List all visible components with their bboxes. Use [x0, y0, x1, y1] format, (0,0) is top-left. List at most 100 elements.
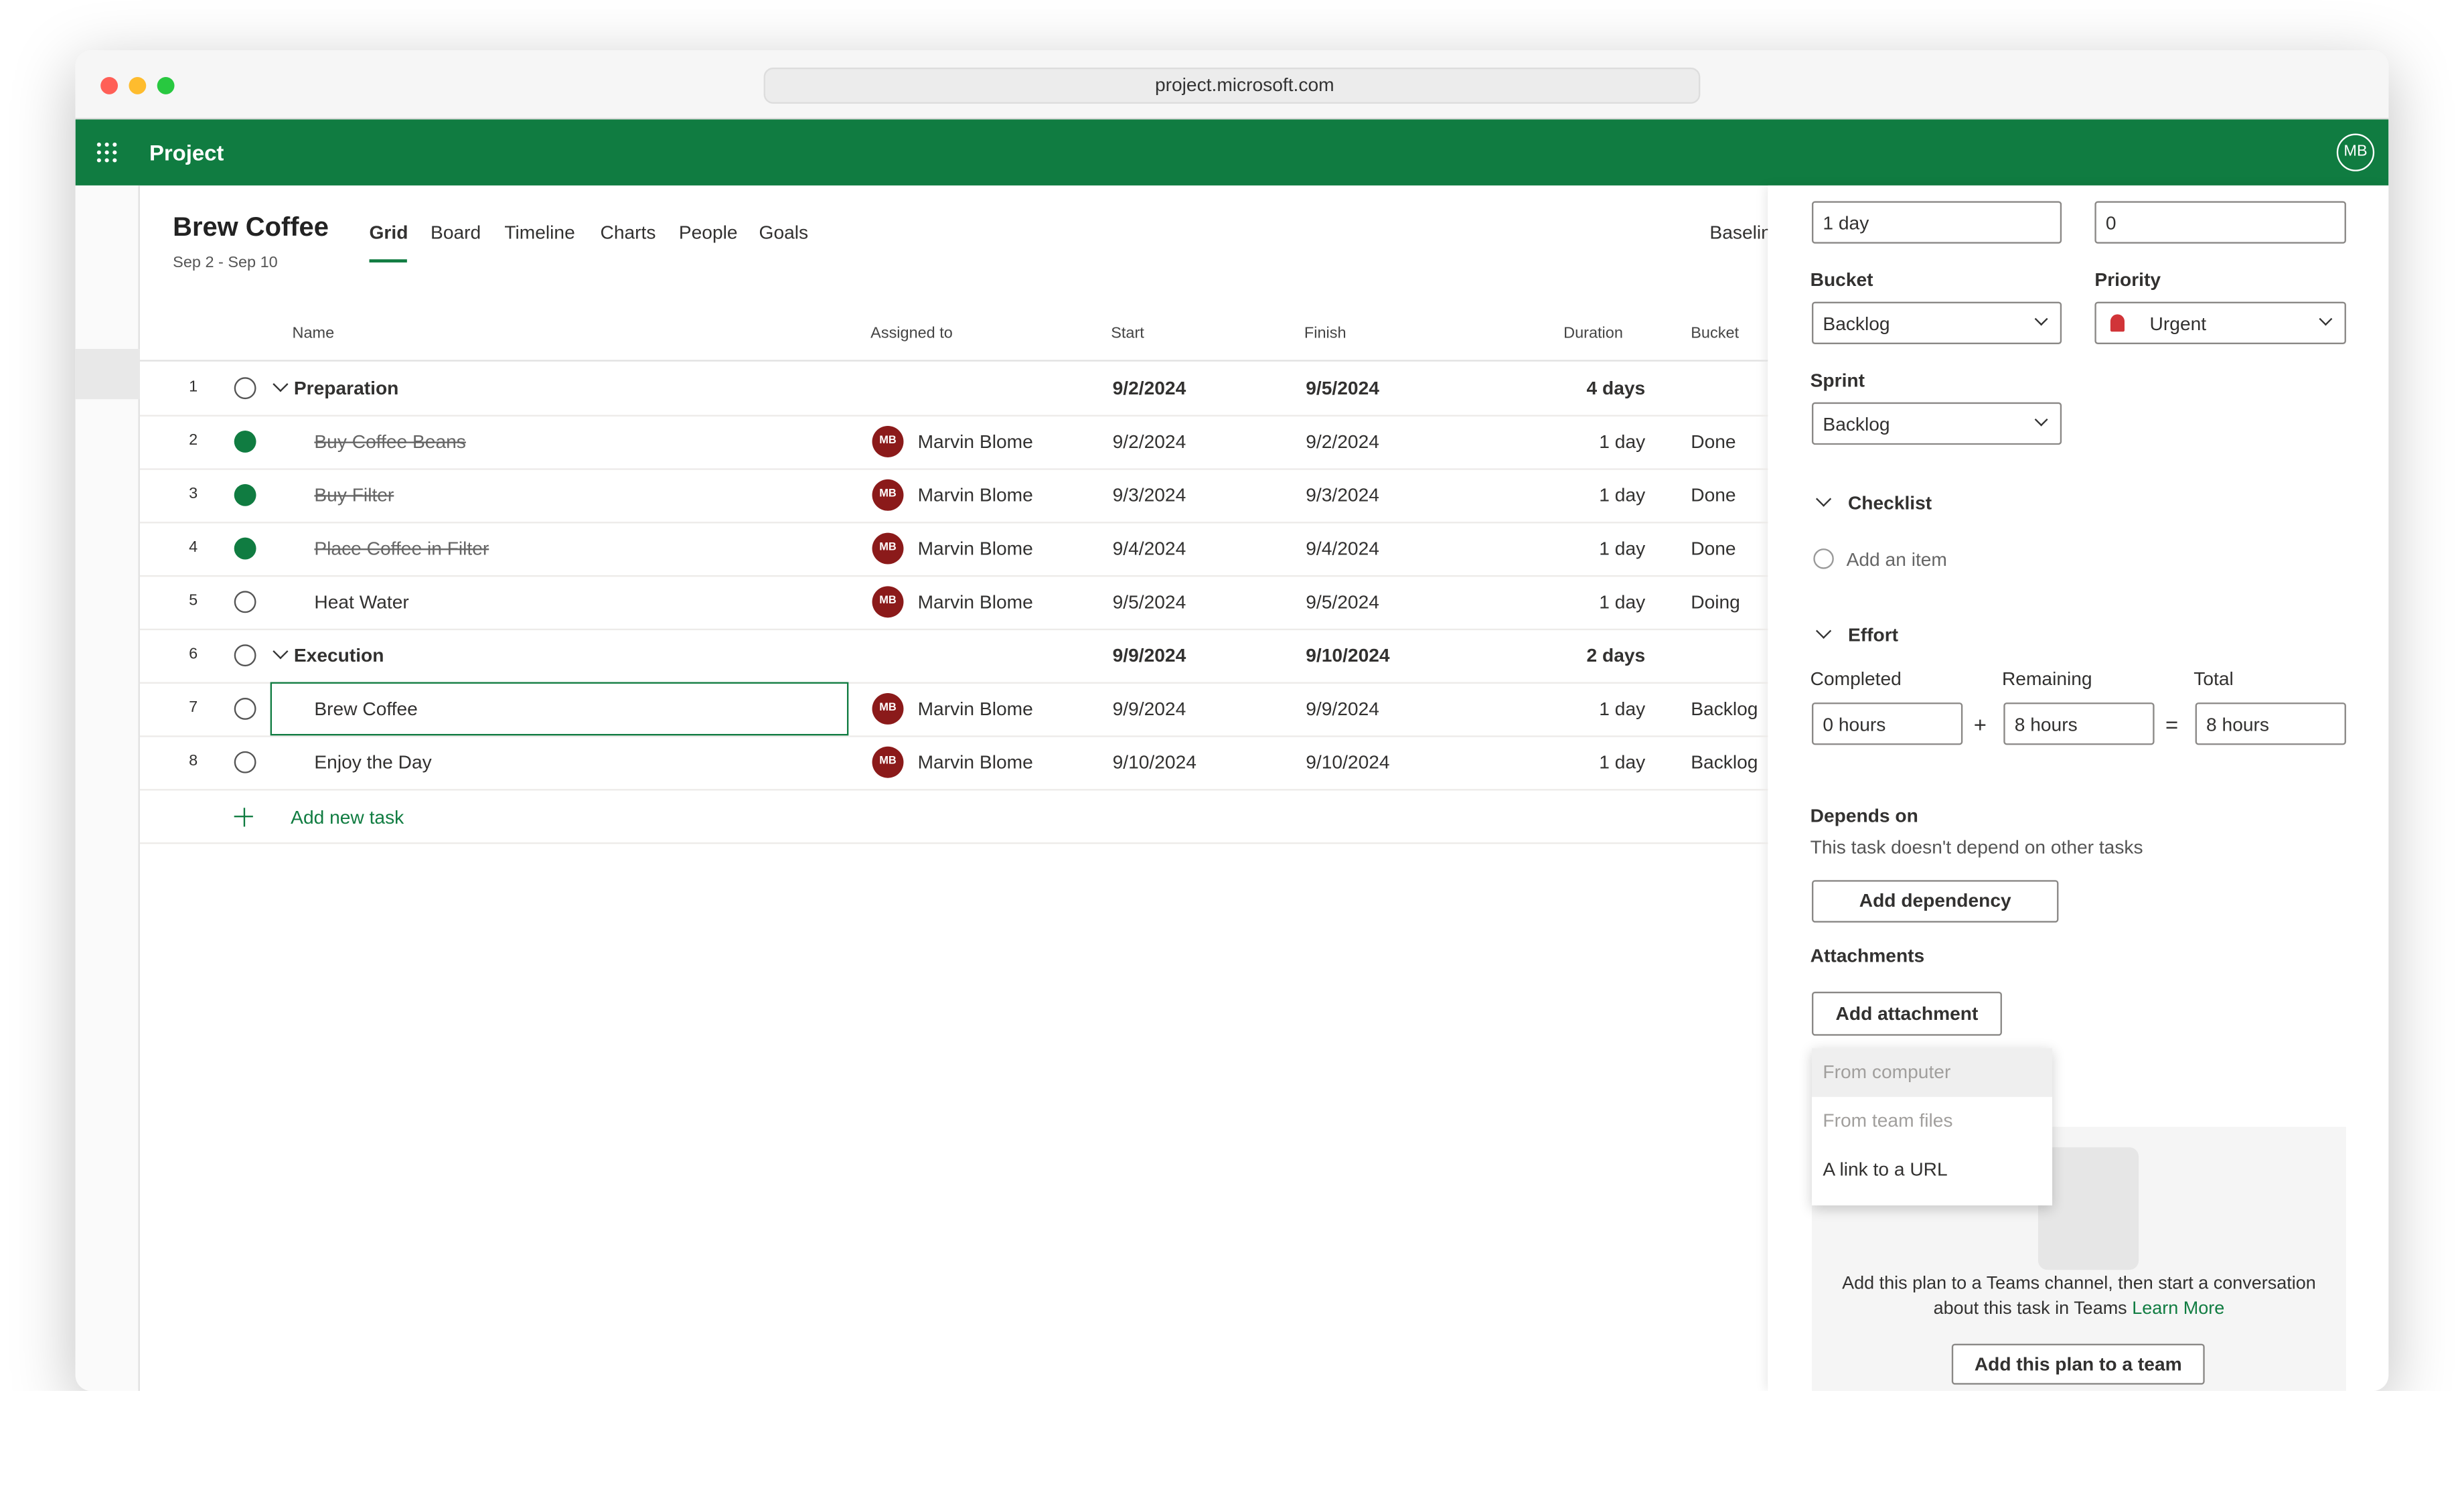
task-name[interactable]: Preparation	[293, 377, 399, 400]
learn-more-link[interactable]: Learn More	[2132, 1299, 2225, 1319]
field-label: Sprint	[1810, 369, 1865, 392]
finish-date: 9/9/2024	[1306, 698, 1379, 720]
task-name[interactable]: Enjoy the Day	[314, 751, 432, 773]
rail-active[interactable]	[75, 349, 140, 400]
plan-title: Brew Coffee	[173, 212, 329, 242]
input-value: 0	[2105, 211, 2116, 234]
complete-toggle[interactable]	[234, 431, 256, 453]
start-date: 9/2/2024	[1112, 377, 1186, 400]
task-name[interactable]: Place Coffee in Filter	[314, 537, 489, 560]
row-number: 6	[189, 646, 198, 664]
checklist-add[interactable]: Add an item	[1846, 548, 1947, 571]
app-name: Project	[149, 139, 224, 165]
task-name[interactable]: Brew Coffee	[314, 698, 418, 720]
menu-item[interactable]: From computer	[1823, 1061, 1951, 1084]
input[interactable]	[1811, 702, 1963, 745]
duration: 1 day	[1599, 698, 1646, 720]
minimize-button[interactable]	[129, 76, 147, 94]
input[interactable]	[2094, 201, 2346, 244]
duration: 1 day	[1599, 591, 1646, 613]
plan-dates: Sep 2 - Sep 10	[173, 254, 278, 273]
input[interactable]	[1811, 402, 2062, 445]
input[interactable]	[2094, 301, 2346, 344]
tab[interactable]: Board	[431, 221, 481, 244]
bottom-mask	[0, 1391, 2464, 1492]
zoom-button[interactable]	[157, 76, 175, 94]
app-launcher[interactable]	[96, 141, 118, 163]
field-label: Priority	[2094, 269, 2161, 291]
row-number: 1	[189, 378, 198, 396]
task-name[interactable]: Heat Water	[314, 591, 409, 613]
button[interactable]	[1811, 880, 2059, 923]
column-header[interactable]: Bucket	[1691, 325, 1740, 343]
header-line	[139, 360, 1768, 362]
input[interactable]	[2195, 702, 2346, 745]
button[interactable]	[1811, 991, 2002, 1036]
user-avatar[interactable]: MB	[2336, 133, 2375, 171]
menu-item[interactable]: From team files	[1823, 1109, 1953, 1132]
task-name[interactable]: Execution	[293, 644, 384, 667]
row-number: 7	[189, 699, 198, 717]
column-header[interactable]: Start	[1111, 325, 1144, 343]
column-header[interactable]: Assigned to	[870, 325, 953, 343]
complete-toggle[interactable]	[234, 751, 256, 773]
input[interactable]	[1811, 201, 2062, 244]
finish-date: 9/5/2024	[1306, 591, 1379, 613]
assignee: Marvin Blome	[917, 591, 1033, 613]
complete-toggle[interactable]	[234, 698, 256, 720]
menu-item[interactable]: A link to a URL	[1823, 1158, 1948, 1181]
field-label: Completed	[1810, 668, 1902, 690]
button[interactable]	[1951, 1343, 2205, 1385]
input-value: 0 hours	[1823, 713, 1886, 735]
menu-hover	[1811, 1048, 2053, 1098]
tab[interactable]: Timeline	[504, 221, 575, 244]
avatar: MB	[872, 532, 904, 565]
complete-toggle[interactable]	[234, 591, 256, 613]
column-header[interactable]: Finish	[1304, 325, 1346, 343]
bucket: Done	[1691, 483, 1736, 506]
section-title[interactable]: Effort	[1847, 623, 1899, 646]
selected-cell[interactable]	[270, 682, 849, 736]
field-label: Total	[2193, 668, 2234, 690]
assignee: Marvin Blome	[917, 698, 1033, 720]
assignee: Marvin Blome	[917, 483, 1033, 506]
add-task[interactable]: Add new task	[291, 806, 404, 828]
tab[interactable]: Grid	[369, 221, 408, 244]
avatar: MB	[872, 426, 904, 457]
row-line	[139, 735, 1768, 737]
input[interactable]	[2003, 702, 2155, 745]
tab[interactable]: Goals	[759, 221, 809, 244]
checklist-circle	[1813, 548, 1834, 569]
assignee: Marvin Blome	[917, 751, 1033, 773]
duration: 1 day	[1599, 431, 1646, 453]
task-name[interactable]: Buy Coffee Beans	[314, 431, 466, 453]
complete-toggle[interactable]	[234, 483, 256, 506]
close-button[interactable]	[100, 76, 119, 94]
duration: 4 days	[1586, 377, 1646, 400]
row-line	[139, 575, 1768, 577]
bucket: Backlog	[1691, 698, 1758, 720]
avatar: MB	[872, 746, 904, 778]
column-header[interactable]: Duration	[1563, 325, 1623, 343]
start-date: 9/4/2024	[1112, 537, 1186, 560]
task-name[interactable]: Buy Filter	[314, 483, 394, 506]
baseline-button[interactable]: Baselin	[1709, 221, 1768, 244]
row-line	[139, 522, 1768, 524]
tab[interactable]: Charts	[600, 221, 656, 244]
complete-toggle[interactable]	[234, 537, 256, 560]
complete-toggle[interactable]	[234, 644, 256, 667]
duration: 1 day	[1599, 751, 1646, 773]
input[interactable]	[1811, 301, 2062, 344]
avatar: MB	[872, 586, 904, 618]
field-label: Bucket	[1810, 269, 1873, 291]
tab[interactable]: People	[678, 221, 738, 244]
priority-icon	[2110, 314, 2125, 332]
teams-text: Add this plan to a Teams channel, then s…	[1842, 1274, 2316, 1319]
teams-illustration	[2037, 1147, 2139, 1270]
complete-toggle[interactable]	[234, 377, 256, 400]
address-bar[interactable]	[763, 67, 1701, 104]
column-header[interactable]: Name	[292, 325, 335, 343]
start-date: 9/5/2024	[1112, 591, 1186, 613]
section-title[interactable]: Checklist	[1847, 492, 1932, 514]
add-plus-v[interactable]	[242, 808, 245, 827]
